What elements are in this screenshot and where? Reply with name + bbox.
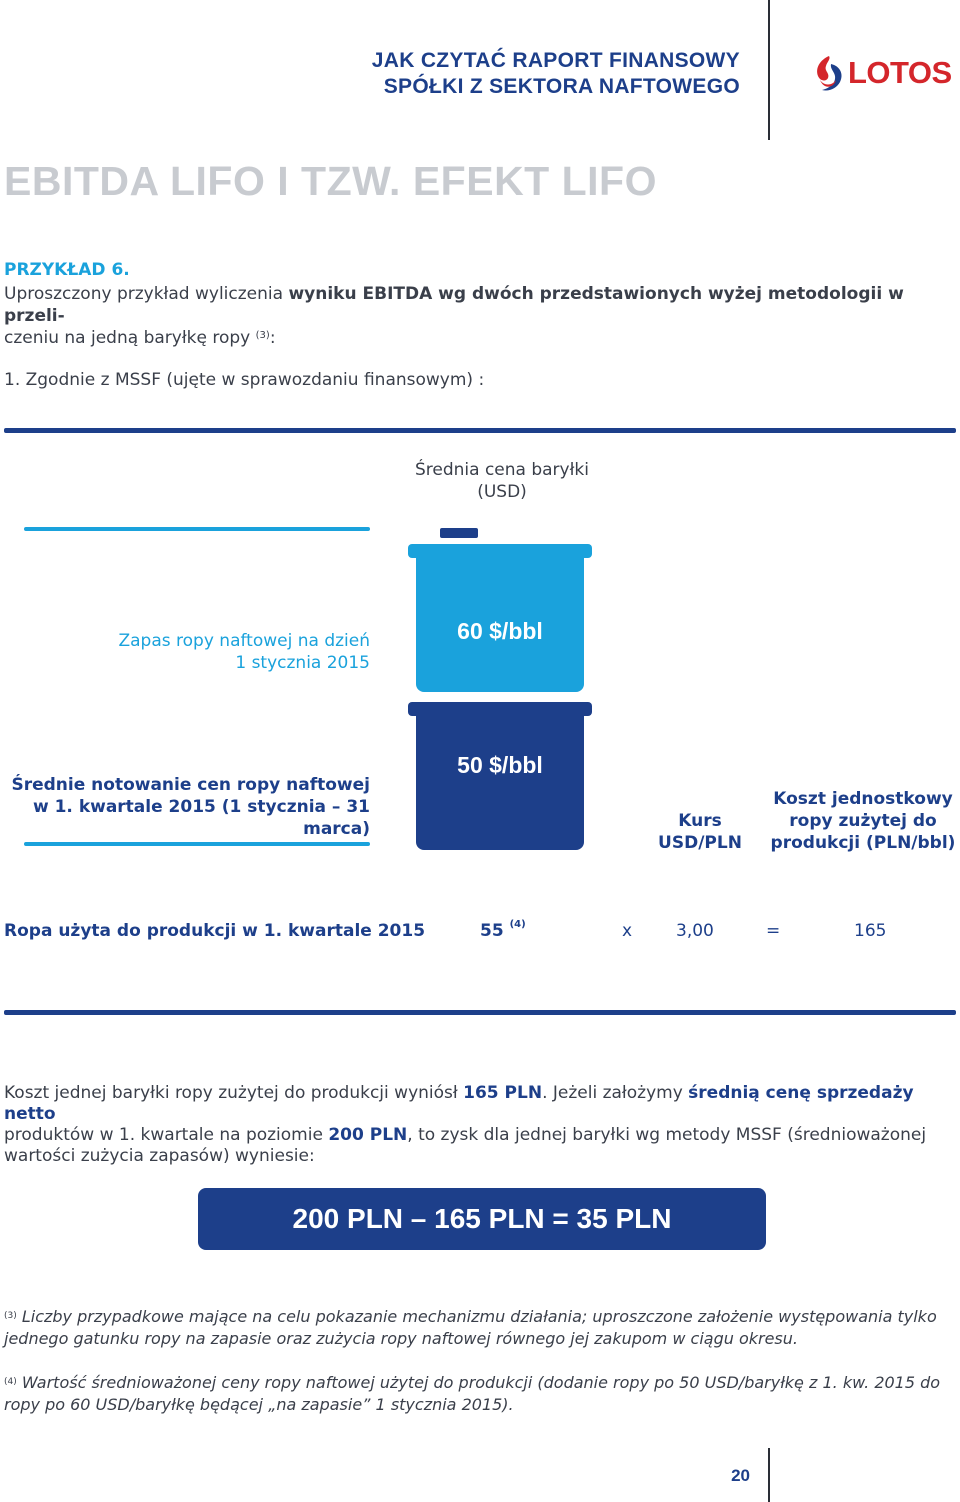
avg-price-label: Średnie notowanie cen ropy naftowej w 1.… <box>4 774 370 840</box>
header-title-line1: JAK CZYTAĆ RAPORT FINANSOWY <box>371 49 740 72</box>
bottom-divider <box>4 1010 956 1015</box>
barrel-header-line2: (USD) <box>477 482 527 502</box>
calc-row-rate: 3,00 <box>676 921 714 941</box>
para-bold-1: 165 PLN <box>463 1083 543 1103</box>
stock-label: Zapas ropy naftowej na dzień 1 stycznia … <box>60 630 370 674</box>
lotos-emblem-icon <box>817 56 842 91</box>
stock-label-line1: Zapas ropy naftowej na dzień <box>118 631 370 651</box>
header-divider <box>768 0 770 140</box>
para-text-4: , to zysk dla jednej baryłki wg metody M… <box>4 1125 927 1166</box>
result-box: 200 PLN – 165 PLN = 35 PLN <box>198 1188 766 1250</box>
calc-row-result: 165 <box>854 921 887 941</box>
intro-text-bold: wyniku EBITDA wg dwóch przedstawionych w… <box>4 284 904 326</box>
stock-label-line2: 1 stycznia 2015 <box>235 653 370 673</box>
barrel-cap-icon <box>440 528 478 538</box>
para-bold-3: 200 PLN <box>328 1125 408 1145</box>
example-label: PRZYKŁAD 6. <box>4 260 130 280</box>
page-title: EBITDA LIFO I TZW. EFEKT LIFO <box>4 158 657 204</box>
result-formula: 200 PLN – 165 PLN = 35 PLN <box>292 1203 672 1234</box>
intro-footnote-ref: (3) <box>255 330 270 341</box>
para-text-2: . Jeżeli założymy <box>542 1083 689 1103</box>
kurs-line2: USD/PLN <box>658 833 742 853</box>
barrel-header-line1: Średnia cena baryłki <box>414 460 590 480</box>
page-number: 20 <box>731 1466 750 1485</box>
footnote-4-text: Wartość średnioważonej ceny ropy naftowe… <box>4 1373 941 1414</box>
explanation-paragraph: Koszt jednej baryłki ropy zużytej do pro… <box>4 1083 956 1167</box>
footnote-3-mark: (3) <box>4 1311 17 1321</box>
footnote-3-text: Liczby przypadkowe mające na celu pokaza… <box>4 1307 937 1348</box>
koszt-line2: ropy zużytej do <box>789 811 937 831</box>
document-header-title: JAK CZYTAĆ RAPORT FINANSOWY SPÓŁKI Z SEK… <box>300 48 740 100</box>
barrel-top-rim <box>408 544 592 558</box>
barrel-top-value: 60 $/bbl <box>457 618 543 644</box>
footnote-3: (3) Liczby przypadkowe mające na celu po… <box>4 1306 956 1350</box>
calc-row-usd-value: 55 (4) <box>480 919 526 941</box>
stock-accent-bar <box>24 527 370 531</box>
unit-cost-header: Koszt jednostkowy ropy zużytej do produk… <box>770 788 956 854</box>
intro-text-a: Uproszczony przykład wyliczenia <box>4 284 289 304</box>
barrel-bottom: 50 $/bbl <box>416 716 584 850</box>
exchange-rate-header: Kurs USD/PLN <box>640 810 760 854</box>
section-heading: 1. Zgodnie z MSSF (ujęte w sprawozdaniu … <box>4 370 485 390</box>
multiply-sign: x <box>622 921 633 941</box>
logo-wordmark: LOTOS <box>848 55 952 90</box>
usd-value-footnote-ref: (4) <box>509 919 526 930</box>
footnote-4-mark: (4) <box>4 1377 17 1387</box>
header-title-line2: SPÓŁKI Z SEKTORA NAFTOWEGO <box>383 75 740 98</box>
barrel-top: 60 $/bbl <box>416 558 584 692</box>
para-text-1: Koszt jednej baryłki ropy zużytej do pro… <box>4 1083 464 1103</box>
para-bold-2: średnią cenę sprzedaży netto <box>4 1083 914 1124</box>
koszt-line3: produkcji (PLN/bbl) <box>770 833 956 853</box>
kurs-line1: Kurs <box>678 811 722 831</box>
avg-accent-bar <box>24 842 370 846</box>
barrel-header: Średnia cena baryłki (USD) <box>414 459 590 503</box>
koszt-line1: Koszt jednostkowy <box>773 789 953 809</box>
equals-sign: = <box>766 921 781 941</box>
barrel-bottom-rim <box>408 702 592 716</box>
footnote-4: (4) Wartość średnioważonej ceny ropy naf… <box>4 1372 956 1416</box>
usd-value: 55 <box>480 921 504 941</box>
para-text-3: produktów w 1. kwartale na poziomie <box>4 1125 329 1145</box>
top-divider <box>4 428 956 433</box>
calc-row-label: Ropa użyta do produkcji w 1. kwartale 20… <box>4 921 426 941</box>
avg-label-line1: Średnie notowanie cen ropy naftowej <box>11 775 370 795</box>
example-intro: Uproszczony przykład wyliczenia wyniku E… <box>4 283 944 349</box>
lotos-logo: LOTOS <box>812 52 952 94</box>
footer-divider <box>768 1448 770 1502</box>
intro-text-d: : <box>269 328 276 348</box>
avg-label-line2: w 1. kwartale 2015 (1 stycznia – 31 marc… <box>32 797 370 839</box>
barrel-bottom-value: 50 $/bbl <box>457 752 543 778</box>
intro-text-c: czeniu na jedną baryłkę ropy <box>4 328 256 348</box>
